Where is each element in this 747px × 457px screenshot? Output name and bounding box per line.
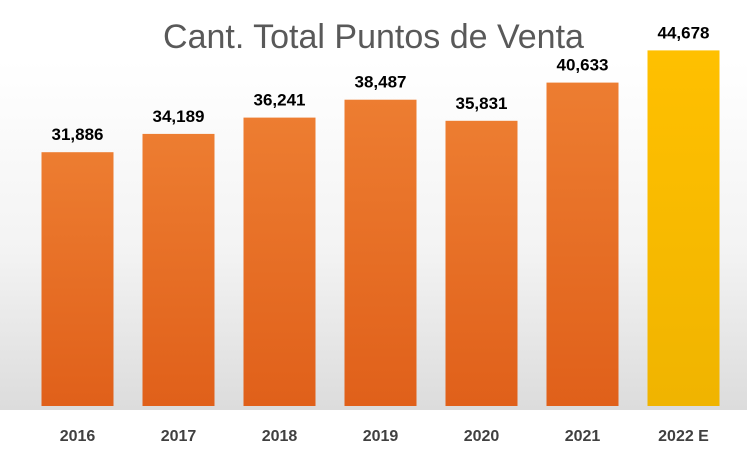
value-label: 36,241 (254, 91, 306, 110)
value-label: 40,633 (557, 56, 609, 75)
category-label: 2021 (565, 428, 601, 445)
bar-2019 (344, 99, 417, 406)
category-label: 2018 (262, 428, 298, 445)
bar-2021 (546, 82, 619, 406)
chart-title: Cant. Total Puntos de Venta (163, 18, 584, 56)
value-label: 44,678 (658, 23, 710, 42)
value-label: 34,189 (153, 107, 205, 126)
value-label: 38,487 (355, 73, 407, 92)
category-label: 2019 (363, 428, 399, 445)
category-label: 2017 (161, 428, 197, 445)
bar-2022-e (647, 50, 720, 407)
category-label: 2020 (464, 428, 500, 445)
value-labels: 31,886 34,189 36,241 38,487 35,831 40,633 44,6… (52, 23, 710, 144)
category-labels: 2016 2017 2018 2019 2020 2021 2022 E (60, 428, 709, 445)
bars (41, 50, 720, 407)
category-label: 2022 E (658, 428, 709, 445)
value-label: 31,886 (52, 125, 104, 144)
bar-2020 (445, 120, 518, 407)
bar-2017 (142, 133, 215, 406)
value-label: 35,831 (456, 94, 508, 113)
bar-2016 (41, 152, 114, 406)
category-label: 2016 (60, 428, 96, 445)
bar-2018 (243, 117, 316, 406)
